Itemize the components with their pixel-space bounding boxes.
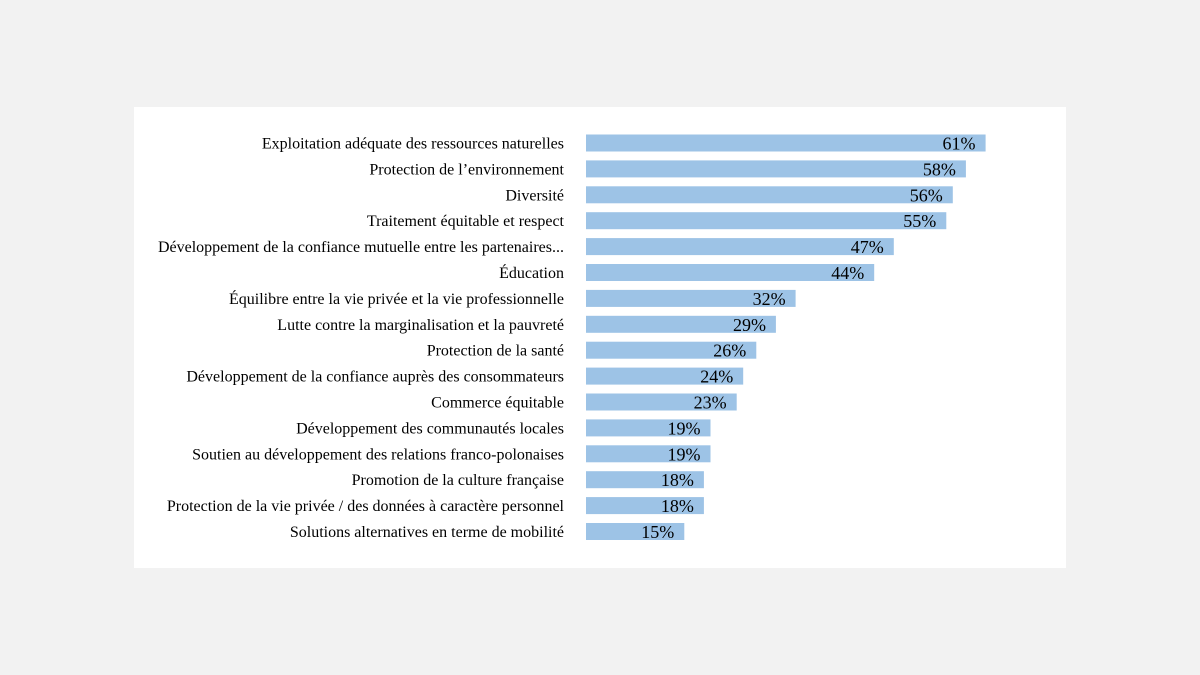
value-label-1: 58%: [923, 159, 956, 179]
bar-8: [586, 341, 757, 359]
bar-4: [586, 238, 894, 256]
bar-13: [586, 471, 704, 489]
bar-0: [586, 134, 986, 152]
value-label-9: 24%: [700, 367, 733, 387]
bar-3: [586, 212, 947, 230]
value-labels: 61% 58% 56% 55% 47% 44% 32% 29% 26% 24% 23% 19% 19% 1…: [641, 134, 975, 543]
category-label-3: Traitement équitable et respect: [367, 213, 565, 230]
bar-15: [586, 523, 685, 540]
bar-2: [586, 186, 953, 204]
category-label-4: Développement de la confiance mutuelle e…: [158, 239, 564, 256]
bar-1: [586, 160, 966, 178]
category-label-10: Commerce équitable: [431, 395, 564, 412]
category-label-15: Solutions alternatives en terme de mobil…: [290, 524, 564, 541]
value-label-14: 18%: [661, 496, 694, 516]
category-label-9: Développement de la confiance auprès des…: [186, 369, 564, 386]
category-label-13: Promotion de la culture française: [352, 472, 564, 489]
chart-panel: Exploitation adéquate des ressources nat…: [134, 107, 1066, 568]
category-label-5: Éducation: [499, 263, 564, 282]
bar-7: [586, 315, 776, 333]
value-label-4: 47%: [851, 237, 884, 257]
category-label-7: Lutte contre la marginalisation et la pa…: [277, 317, 564, 334]
category-label-8: Protection de la santé: [427, 343, 564, 360]
category-label-12: Soutien au développement des relations f…: [192, 446, 564, 463]
bar-5: [586, 264, 875, 281]
value-label-10: 23%: [694, 393, 727, 413]
category-label-14: Protection de la vie privée / des donnée…: [167, 498, 565, 515]
value-label-7: 29%: [733, 315, 766, 335]
bar-10: [586, 393, 737, 411]
bar-9: [586, 367, 744, 385]
value-label-8: 26%: [713, 341, 746, 361]
bar-11: [586, 419, 711, 437]
category-label-1: Protection de l’environnement: [369, 161, 564, 178]
value-label-15: 15%: [641, 522, 674, 542]
value-label-12: 19%: [668, 444, 701, 464]
value-label-3: 55%: [903, 211, 936, 231]
category-label-11: Développement des communautés locales: [296, 420, 564, 437]
bar-6: [586, 289, 796, 307]
value-label-6: 32%: [753, 289, 786, 309]
value-label-2: 56%: [910, 185, 943, 205]
category-labels: Exploitation adéquate des ressources nat…: [158, 136, 565, 542]
bar-14: [586, 497, 704, 515]
category-label-2: Diversité: [505, 187, 564, 204]
value-label-11: 19%: [668, 418, 701, 438]
bar-12: [586, 445, 711, 463]
value-label-13: 18%: [661, 470, 694, 490]
category-label-0: Exploitation adéquate des ressources nat…: [262, 136, 564, 153]
category-label-6: Équilibre entre la vie privée et la vie …: [229, 289, 564, 308]
value-label-0: 61%: [943, 134, 976, 154]
bars: [586, 134, 986, 540]
bar-chart: Exploitation adéquate des ressources nat…: [158, 134, 986, 543]
value-label-5: 44%: [831, 263, 864, 283]
